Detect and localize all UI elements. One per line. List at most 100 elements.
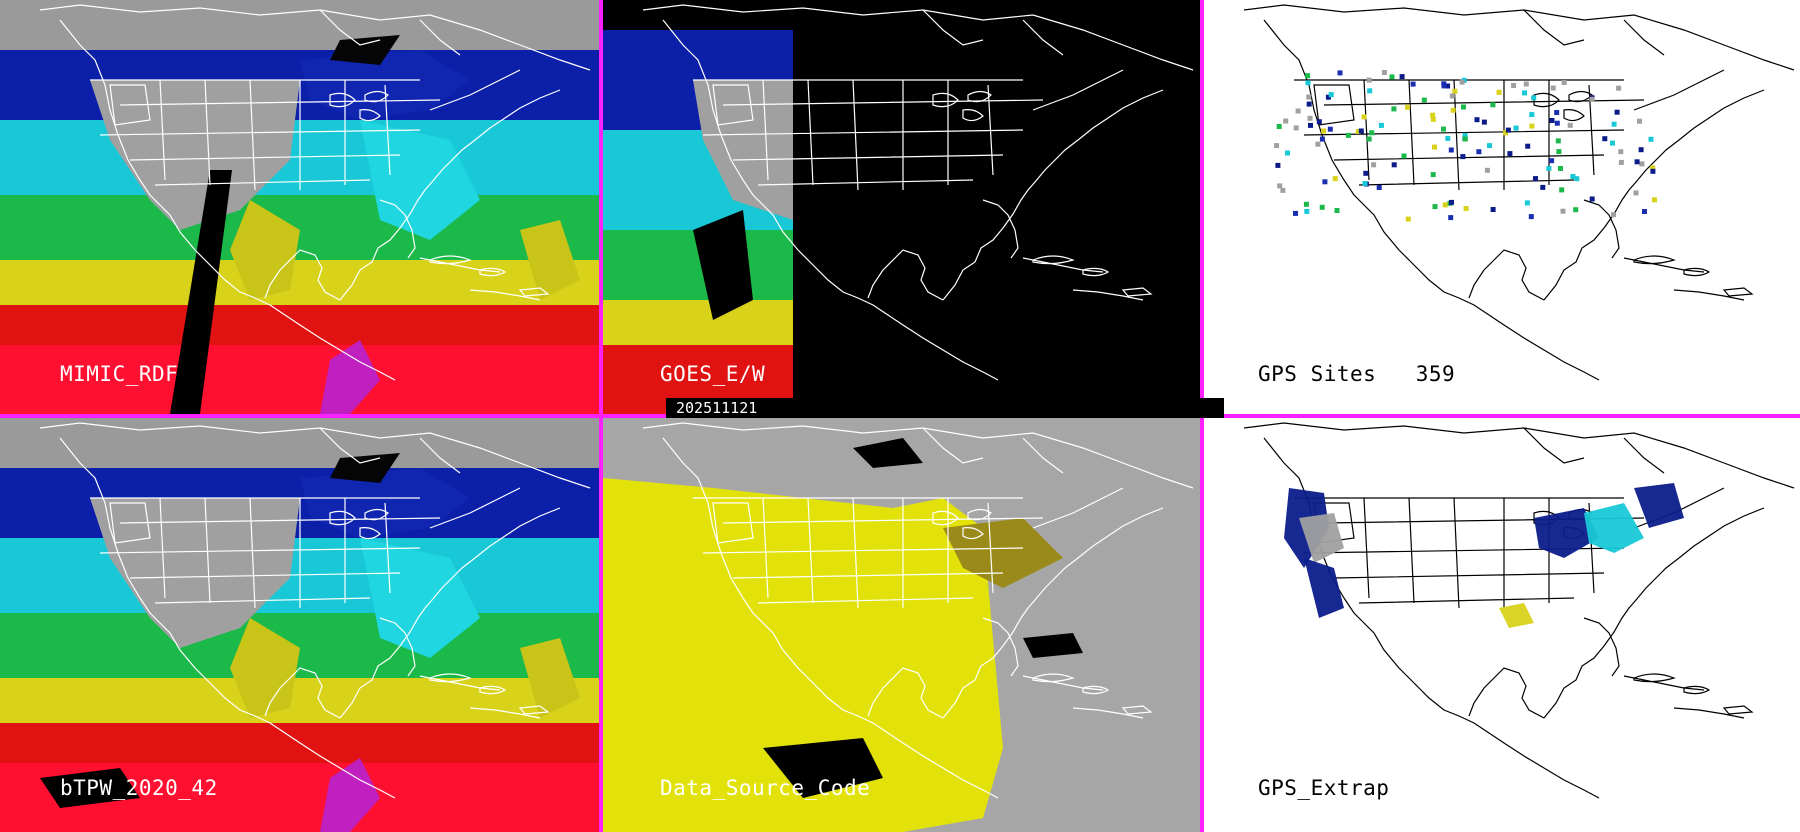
gps-site-marker xyxy=(1441,81,1447,87)
gps-site-marker xyxy=(1484,167,1490,173)
gps-site-marker xyxy=(1589,96,1595,102)
gps-site-marker xyxy=(1391,162,1397,168)
gps-site-marker xyxy=(1462,132,1468,138)
gps-site-marker xyxy=(1445,135,1451,141)
panel-gps-extrap: GPS_Extrap xyxy=(1204,418,1800,832)
gps-site-marker xyxy=(1546,165,1552,171)
gps-site-marker xyxy=(1389,74,1395,80)
extrap-region-5 xyxy=(1499,603,1534,628)
gps-site-marker xyxy=(1513,125,1519,131)
gps-site-marker xyxy=(1524,200,1530,206)
northern-coast xyxy=(642,422,1194,489)
panel-label-btpw: bTPW_2020_42 xyxy=(60,776,218,800)
coastline xyxy=(662,437,1164,799)
gps-site-marker xyxy=(1555,138,1561,144)
gps-site-marker xyxy=(1633,190,1639,196)
gps-site-marker xyxy=(1366,136,1372,142)
dry-continent-region xyxy=(90,498,300,648)
gps-site-marker xyxy=(1410,81,1416,87)
gps-site-marker xyxy=(1611,121,1617,127)
gps-site-marker xyxy=(1405,216,1411,222)
atlantic-moisture xyxy=(360,120,480,240)
gps-site-marker xyxy=(1361,114,1367,120)
gps-site-marker xyxy=(1293,210,1298,216)
gps-site-marker xyxy=(1322,179,1328,185)
panel-label-gps-sites: GPS Sites 359 xyxy=(1258,362,1456,386)
coastline xyxy=(662,19,1164,381)
data-source-code-map xyxy=(603,422,1194,832)
gulf-moisture xyxy=(230,618,300,718)
great-lakes xyxy=(932,90,992,122)
moisture-band-6 xyxy=(0,345,599,414)
gps-site-marker xyxy=(1476,149,1482,155)
tropical-moisture xyxy=(520,220,580,300)
gps-site-marker xyxy=(1589,196,1595,202)
gps-site-marker xyxy=(1355,129,1361,134)
gps-site-marker xyxy=(1637,118,1642,124)
gps-site-marker xyxy=(1570,174,1576,179)
gps-site-marker xyxy=(1319,204,1325,210)
map-outline xyxy=(642,422,1194,799)
panel-label-data-source-code: Data_Source_Code xyxy=(660,776,871,800)
caribbean-islands xyxy=(429,673,550,715)
gps-site-marker xyxy=(1461,104,1466,110)
coastline xyxy=(59,437,561,799)
gps-site-marker xyxy=(1274,143,1280,149)
gps-site-marker xyxy=(1481,119,1487,125)
northern-coast xyxy=(1243,4,1795,71)
gps-site-marker xyxy=(1345,132,1351,138)
gps-site-marker xyxy=(1558,166,1563,171)
gps-site-marker xyxy=(1305,80,1311,86)
gps-site-marker xyxy=(1391,106,1397,112)
goes-region-4 xyxy=(603,345,793,414)
caribbean-islands xyxy=(1032,673,1153,715)
missing-data-patch xyxy=(40,768,140,808)
gps-site-marker xyxy=(1371,162,1377,168)
gps-site-marker xyxy=(1332,176,1338,182)
gps-site-marker xyxy=(1305,73,1311,79)
gps-site-marker xyxy=(1449,93,1455,99)
great-lakes xyxy=(329,90,389,122)
gps-site-marker xyxy=(1321,128,1327,134)
gps-site-marker xyxy=(1306,101,1312,107)
gps-site-marker xyxy=(1507,151,1513,157)
panel-goes: GOES_E/W xyxy=(603,0,1200,414)
gps-site-marker xyxy=(1459,79,1465,85)
gps-site-marker xyxy=(1448,147,1454,153)
mimic-rdf-map xyxy=(0,0,599,414)
state-borders xyxy=(693,69,1124,191)
map-outline xyxy=(642,4,1194,381)
timestamp-bar: 202511121 xyxy=(666,398,1224,418)
gps-site-marker xyxy=(1316,119,1322,125)
gps-site-marker xyxy=(1367,88,1373,94)
gps-site-marker xyxy=(1362,181,1368,186)
panel-label-gps-extrap: GPS_Extrap xyxy=(1258,776,1390,800)
gps-site-marker xyxy=(1550,85,1556,91)
gps-site-marker xyxy=(1529,123,1535,129)
gps-site-marker xyxy=(1549,118,1555,123)
gps-site-marker xyxy=(1650,168,1656,174)
moisture-band-5 xyxy=(0,723,599,768)
gps-site-marker xyxy=(1573,207,1579,213)
gps-site-marker xyxy=(1554,110,1560,115)
great-lakes xyxy=(932,508,992,540)
caribbean-islands xyxy=(1633,673,1754,715)
gps-site-marker xyxy=(1405,104,1411,110)
gps-site-marker xyxy=(1358,128,1364,134)
gps-site-marker xyxy=(1650,165,1656,171)
gps-site-marker xyxy=(1376,185,1382,190)
gps-site-marker xyxy=(1285,150,1290,156)
state-borders xyxy=(90,487,521,609)
gps-site-marker xyxy=(1319,136,1325,142)
state-borders xyxy=(1294,487,1725,609)
gps-site-marker xyxy=(1567,122,1573,128)
gps-site-marker xyxy=(1574,176,1580,182)
btpw-map xyxy=(0,418,599,832)
goes-map xyxy=(603,4,1194,414)
caribbean-islands xyxy=(1032,255,1153,297)
gps-site-marker xyxy=(1378,122,1384,128)
panel-data-source-code: Data_Source_Code xyxy=(603,418,1200,832)
coastline xyxy=(1263,19,1765,381)
gps-site-marker xyxy=(1638,147,1644,153)
